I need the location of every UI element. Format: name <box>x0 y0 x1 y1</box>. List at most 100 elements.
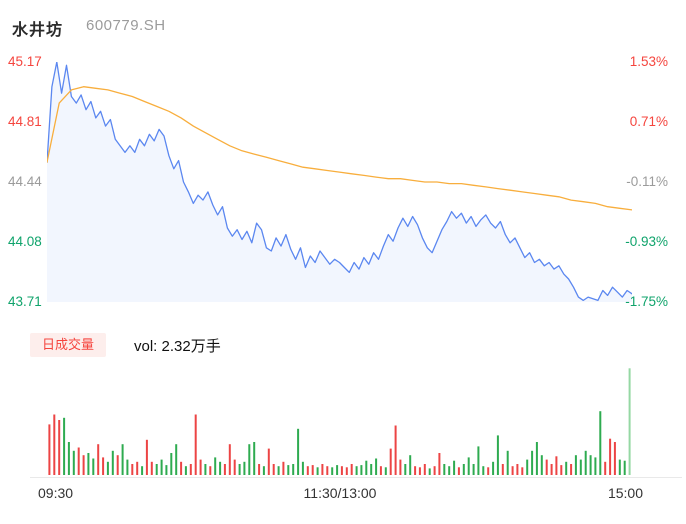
volume-bar <box>136 461 139 475</box>
volume-bar <box>248 444 251 475</box>
volume-bar <box>414 466 417 475</box>
volume-bar <box>540 455 543 475</box>
volume-bar <box>613 442 616 475</box>
pct-axis-tick: 0.71% <box>629 114 668 129</box>
volume-bar <box>570 464 573 475</box>
volume-bar <box>467 457 470 475</box>
volume-bar <box>375 458 378 475</box>
volume-bar <box>604 461 607 475</box>
volume-bar <box>370 464 373 475</box>
volume-bar <box>58 420 61 475</box>
volume-bar <box>418 467 421 475</box>
time-axis-label: 15:00 <box>607 485 643 501</box>
volume-bar <box>496 435 499 475</box>
volume-bar <box>560 465 563 475</box>
volume-bar <box>150 461 153 475</box>
volume-bar <box>433 466 436 475</box>
volume-bar <box>262 466 265 475</box>
volume-legend-badge[interactable]: 日成交量 <box>30 333 107 357</box>
price-area-fill <box>47 62 632 302</box>
volume-bar <box>199 459 202 475</box>
volume-bar <box>102 457 105 475</box>
volume-bar <box>545 459 548 475</box>
volume-bar <box>599 411 602 475</box>
volume-bar <box>336 465 339 475</box>
volume-bar <box>511 466 514 475</box>
volume-bar <box>399 459 402 475</box>
volume-bar <box>472 464 475 475</box>
price-line <box>47 62 632 302</box>
volume-bar <box>609 438 612 475</box>
volume-bar <box>423 464 426 475</box>
volume-bar <box>350 464 353 475</box>
volume-bar <box>116 455 119 475</box>
volume-bar <box>516 464 519 475</box>
volume-bar <box>501 464 504 475</box>
volume-bar <box>106 461 109 475</box>
volume-bar <box>272 464 275 475</box>
volume-bar <box>287 465 290 475</box>
volume-bar <box>453 460 456 475</box>
volume-bar <box>175 444 178 475</box>
volume-bar <box>311 465 314 475</box>
pct-axis-tick: -0.93% <box>625 234 668 249</box>
volume-bar <box>618 459 621 475</box>
volume-bars <box>48 368 631 475</box>
volume-bar <box>170 453 173 475</box>
volume-bar <box>258 464 261 475</box>
volume-axis-line <box>30 477 682 478</box>
volume-bar <box>550 464 553 475</box>
volume-bar <box>204 464 207 475</box>
price-axis-tick: 45.17 <box>8 54 42 69</box>
pct-axis-tick: 1.53% <box>629 54 668 69</box>
volume-bar <box>506 450 509 475</box>
avg_price-line <box>47 86 632 211</box>
volume-bar <box>487 467 490 475</box>
volume-bar <box>555 456 558 475</box>
volume-bar <box>326 466 329 475</box>
volume-bar <box>141 466 144 475</box>
volume-bar <box>565 461 568 475</box>
time-axis-label: 11:30/13:00 <box>303 485 377 501</box>
volume-bar <box>194 414 197 475</box>
volume-bar <box>594 457 597 475</box>
volume-bar <box>228 444 231 475</box>
volume-bar <box>155 464 158 475</box>
volume-bar <box>214 457 217 475</box>
volume-bar <box>345 467 348 475</box>
volume-bar <box>574 455 577 475</box>
volume-bar <box>292 464 295 475</box>
pct-axis-tick: -0.11% <box>626 174 668 189</box>
volume-bar <box>340 466 343 475</box>
price-chart[interactable] <box>47 62 632 302</box>
volume-bar <box>277 466 280 475</box>
volume-bar <box>526 459 529 475</box>
volume-bar <box>219 461 222 475</box>
volume-bar <box>535 442 538 475</box>
volume-bar <box>316 467 319 475</box>
volume-bar <box>160 459 163 475</box>
volume-bar <box>126 459 129 475</box>
volume-bar <box>428 468 431 475</box>
volume-bar <box>131 464 134 475</box>
volume-bar <box>111 450 114 475</box>
volume-bar <box>482 466 485 475</box>
pct-axis-tick: -1.75% <box>625 294 668 309</box>
volume-bar <box>492 461 495 475</box>
volume-bar <box>238 464 241 475</box>
volume-bar <box>579 459 582 475</box>
volume-bar <box>389 448 392 475</box>
volume-bar <box>282 461 285 475</box>
volume-bar <box>92 458 95 475</box>
volume-bar <box>82 455 85 475</box>
volume-bar <box>87 453 90 475</box>
volume-chart[interactable] <box>47 365 632 475</box>
volume-bar <box>394 425 397 475</box>
volume-bar <box>531 450 534 475</box>
price-axis-tick: 44.08 <box>8 234 42 249</box>
price-axis-tick: 43.71 <box>8 294 42 309</box>
volume-bar <box>72 450 75 475</box>
volume-bar <box>521 467 524 475</box>
volume-bar <box>355 466 358 475</box>
